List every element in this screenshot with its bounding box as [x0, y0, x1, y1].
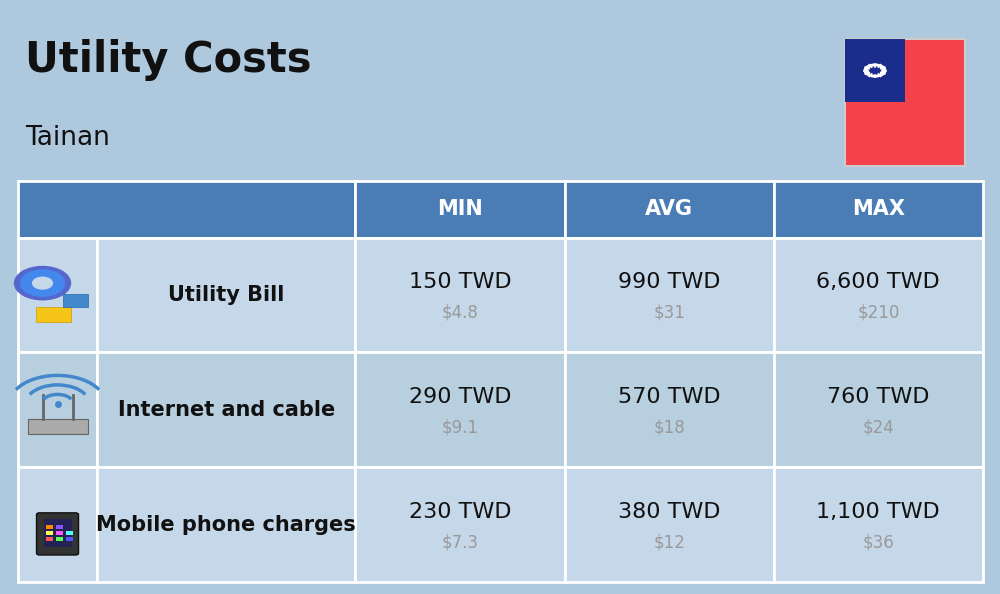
Bar: [355, 352, 565, 467]
Bar: [56, 531, 63, 535]
Text: MAX: MAX: [852, 200, 905, 219]
Bar: [44, 519, 72, 547]
Text: $210: $210: [857, 304, 900, 322]
Text: $4.8: $4.8: [442, 304, 478, 322]
Bar: [774, 352, 983, 467]
Bar: [565, 467, 774, 582]
Bar: [46, 525, 53, 529]
Text: $31: $31: [653, 304, 685, 322]
Text: 380 TWD: 380 TWD: [618, 501, 720, 522]
Text: Tainan: Tainan: [25, 125, 110, 151]
Bar: [774, 181, 983, 238]
Bar: [97, 238, 355, 352]
Text: $7.3: $7.3: [441, 533, 478, 551]
Text: 570 TWD: 570 TWD: [618, 387, 720, 407]
Text: 1,100 TWD: 1,100 TWD: [816, 501, 940, 522]
Text: 6,600 TWD: 6,600 TWD: [816, 272, 940, 292]
Bar: [18, 181, 355, 238]
Bar: [565, 238, 774, 352]
Text: MIN: MIN: [437, 200, 483, 219]
Bar: [56, 537, 63, 541]
Text: 150 TWD: 150 TWD: [409, 272, 511, 292]
FancyBboxPatch shape: [37, 513, 79, 555]
Bar: [46, 537, 53, 541]
Bar: [63, 294, 88, 307]
Bar: [18, 352, 97, 467]
Bar: [66, 537, 73, 541]
Text: Mobile phone charges: Mobile phone charges: [96, 514, 356, 535]
Text: 290 TWD: 290 TWD: [409, 387, 511, 407]
Circle shape: [15, 267, 71, 300]
Text: Internet and cable: Internet and cable: [118, 400, 335, 420]
Text: $12: $12: [653, 533, 685, 551]
Text: Utility Costs: Utility Costs: [25, 39, 312, 81]
Text: $36: $36: [862, 533, 894, 551]
Bar: [97, 467, 355, 582]
Bar: [18, 238, 97, 352]
Bar: [18, 467, 97, 582]
Bar: [565, 181, 774, 238]
Circle shape: [869, 67, 881, 74]
Text: 230 TWD: 230 TWD: [409, 501, 511, 522]
Text: $24: $24: [862, 419, 894, 437]
Text: 990 TWD: 990 TWD: [618, 272, 720, 292]
Bar: [46, 531, 53, 535]
Circle shape: [21, 270, 65, 296]
Bar: [774, 467, 983, 582]
Circle shape: [864, 64, 886, 77]
Text: $9.1: $9.1: [441, 419, 478, 437]
Bar: [56, 525, 63, 529]
Bar: [355, 467, 565, 582]
Text: $18: $18: [653, 419, 685, 437]
FancyBboxPatch shape: [845, 39, 965, 166]
Text: 760 TWD: 760 TWD: [827, 387, 930, 407]
Bar: [97, 352, 355, 467]
Bar: [28, 419, 88, 434]
Text: Utility Bill: Utility Bill: [168, 285, 284, 305]
Bar: [845, 39, 905, 102]
Bar: [66, 531, 73, 535]
Bar: [355, 238, 565, 352]
Bar: [36, 307, 71, 322]
Bar: [565, 352, 774, 467]
Bar: [774, 238, 983, 352]
Circle shape: [33, 277, 52, 289]
Bar: [355, 181, 565, 238]
Text: AVG: AVG: [645, 200, 693, 219]
